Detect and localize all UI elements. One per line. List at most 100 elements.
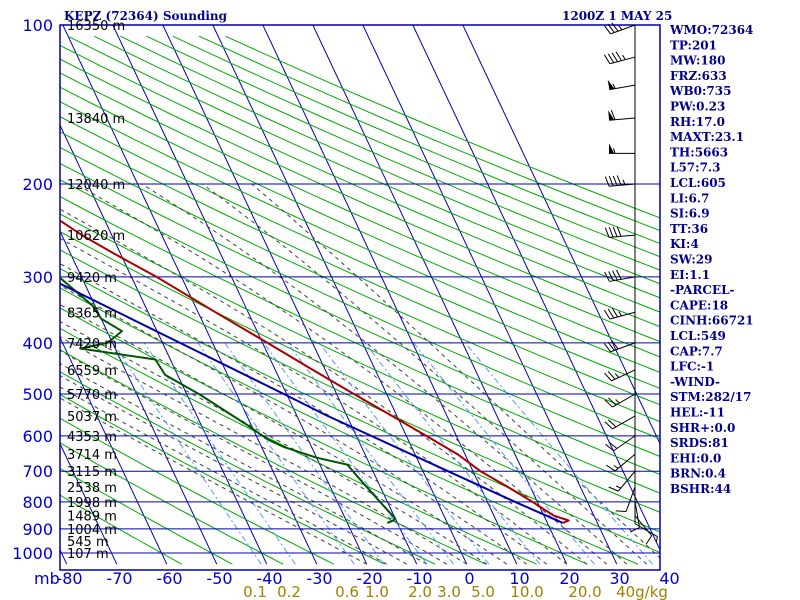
mixing-ratio-label: 40g/kg: [616, 583, 668, 600]
wind-barb: [607, 79, 636, 91]
wind-barb-flag: [604, 271, 610, 282]
isotherm-line: [0, 13, 17, 564]
mixing-ratio-label: 3.0: [437, 583, 461, 600]
sounding-index: SI:6.9: [670, 207, 710, 221]
wind-barb-pennant: [607, 79, 615, 90]
temperature-tick-label: -20: [356, 569, 382, 588]
pressure-tick-label: 600: [22, 427, 53, 446]
wind-barb-staff: [617, 470, 636, 492]
wind-barb: [604, 369, 636, 382]
isotherm-line: [312, 25, 568, 565]
moist-adiabat-line: [201, 183, 648, 565]
isotherm-line: [62, 25, 318, 565]
moist-adiabat-line: [60, 386, 388, 565]
pressure-tick-label: 300: [22, 268, 53, 287]
wind-barb-staff: [609, 276, 636, 282]
mixing-ratio-label: 2.0: [408, 583, 432, 600]
dry-adiabat-line: [60, 327, 537, 565]
isotherm-line: [60, 230, 218, 565]
sounding-index: BSHR:44: [670, 482, 731, 496]
pressure-tick-label: 200: [22, 175, 53, 194]
isotherm-line: [462, 25, 660, 445]
wind-barb-halfflag: [655, 536, 659, 542]
wind-barb: [608, 470, 636, 492]
wind-barb: [604, 415, 636, 430]
sounding-index: CAPE:18: [670, 298, 728, 312]
mixing-ratio-line: [112, 342, 262, 565]
height-label: 4353 m: [67, 430, 117, 445]
isotherm-line: [60, 548, 68, 565]
sounding-index: LI:6.7: [670, 191, 709, 205]
height-label: 545 m: [67, 535, 109, 550]
mixing-ratio-line: [143, 342, 296, 565]
wind-barb-flag: [645, 535, 653, 545]
wind-barb-flag: [616, 226, 622, 237]
wind-barb-flag: [616, 175, 622, 186]
sounding-index: MW:180: [670, 54, 725, 68]
wind-barb-flag: [611, 307, 619, 318]
temperature-tick-label: -70: [106, 569, 132, 588]
wind-barb-flag: [608, 486, 619, 492]
temperature-tick-label: -10: [406, 569, 432, 588]
dry-adiabat-line: [60, 268, 660, 553]
dry-adiabat-line: [60, 179, 660, 457]
wind-barb: [634, 515, 653, 545]
sounding-index: STM:282/17: [670, 390, 751, 404]
dry-adiabat-line: [146, 35, 660, 258]
wind-barb-pennant: [609, 143, 614, 154]
sounding-index: TP:201: [670, 38, 717, 52]
temperature-tick-label: 10: [509, 569, 529, 588]
sounding-index: -PARCEL-: [670, 283, 735, 297]
dry-adiabat-line: [60, 494, 182, 565]
moist-adiabat-line: [141, 183, 628, 565]
pressure-unit-label: mb: [34, 569, 60, 588]
sounding-index: BRN:0.4: [670, 467, 726, 481]
wind-barb-staff: [609, 183, 636, 187]
wind-barb: [604, 269, 636, 282]
height-label: 10620 m: [67, 229, 125, 244]
parcel-profile-line: [60, 282, 564, 524]
mixing-ratio-line: [364, 342, 541, 565]
wind-barb: [604, 393, 636, 408]
height-label: 6559 m: [67, 364, 117, 379]
pressure-tick-label: 700: [22, 462, 53, 481]
wind-barb-staff: [609, 56, 636, 65]
wind-barb-staff: [634, 501, 641, 528]
height-label: 1998 m: [67, 496, 117, 511]
moist-adiabat-line: [60, 350, 448, 565]
time-title: 1200Z 1 MAY 25: [562, 9, 672, 23]
moist-adiabat-line: [60, 263, 548, 565]
dry-adiabat-line: [60, 101, 660, 374]
sounding-index: LCL:549: [670, 329, 726, 343]
height-label: 12040 m: [67, 178, 125, 193]
wind-barb-flag: [603, 25, 611, 35]
wind-barb-halfflag: [618, 311, 622, 317]
sounding-index: MAXT:23.1: [670, 130, 744, 144]
wind-barb-flag: [612, 175, 618, 186]
sounding-index: EHI:0.0: [670, 451, 721, 465]
wind-barb-flag: [605, 443, 615, 452]
station-title: KEPZ (72364) Sounding: [64, 9, 228, 23]
dry-adiabat-line: [60, 307, 588, 565]
dry-adiabat-line: [60, 467, 233, 565]
height-label: 13840 m: [67, 112, 125, 127]
dry-adiabat-line: [60, 287, 639, 565]
wind-barb-flag: [611, 22, 619, 32]
temperature-tick-label: -80: [56, 569, 82, 588]
wind-barb-flag: [608, 175, 614, 187]
wind-barb-pennant: [608, 110, 615, 121]
moist-adiabat-line: [60, 320, 488, 565]
dry-adiabat-line: [60, 249, 660, 533]
temperature-tick-label: 40: [659, 569, 679, 588]
mixing-ratio-line: [224, 342, 385, 565]
wind-barb-staff: [634, 523, 658, 538]
temperature-tick-label: -30: [306, 569, 332, 588]
wind-barb-halfflag: [613, 148, 616, 154]
wind-barb-staff: [612, 393, 636, 408]
wind-barb-staff: [609, 84, 636, 91]
wind-barb-flag: [608, 271, 614, 281]
wind-barb: [603, 307, 636, 320]
sounding-index: SHR+:0.0: [670, 421, 735, 435]
